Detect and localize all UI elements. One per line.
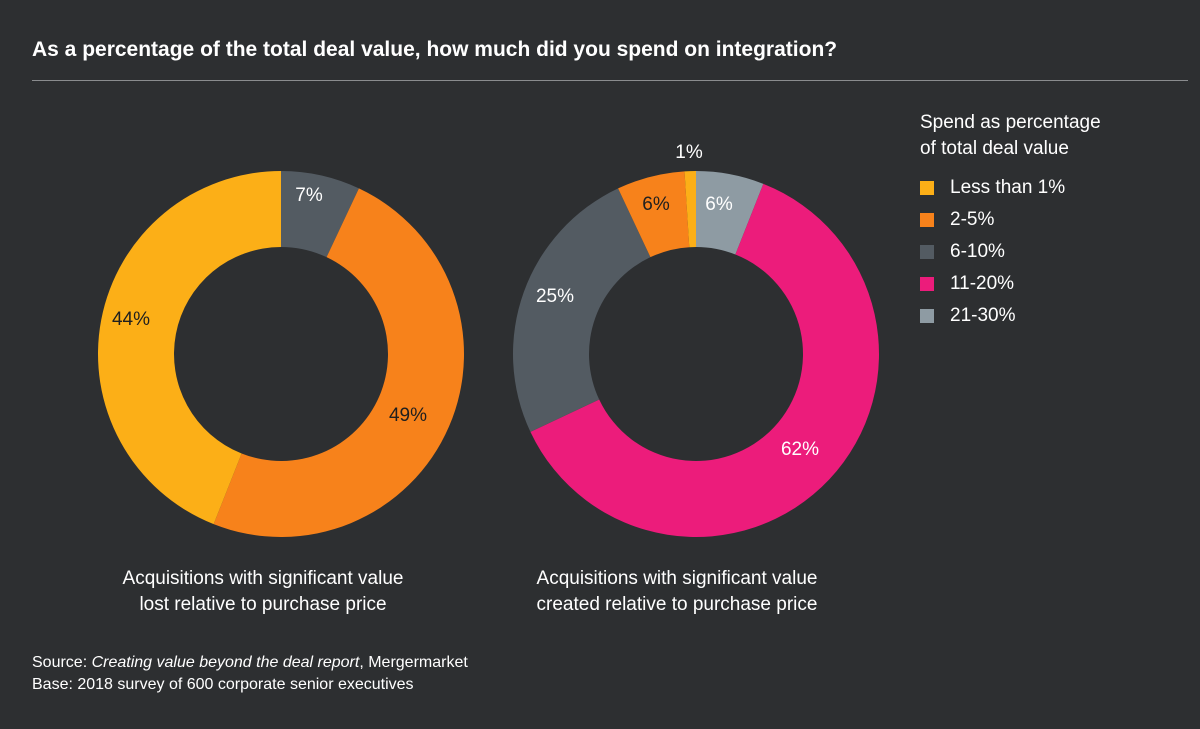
- chart-2-slice-6-10-: [512, 188, 651, 432]
- legend-item-2-5: 2-5%: [920, 204, 1101, 236]
- chart-title: As a percentage of the total deal value,…: [32, 38, 838, 61]
- chart-2-caption-line1: Acquisitions with significant value: [536, 568, 818, 589]
- chart-1-slice-2-5-: [213, 188, 464, 537]
- legend-item-6-10: 6-10%: [920, 236, 1101, 268]
- chart-1-caption: Acquisitions with significant value lost…: [73, 566, 453, 618]
- chart-1-data-label: 49%: [389, 405, 427, 426]
- source-note: Source: Creating value beyond the deal r…: [32, 652, 468, 674]
- chart-1-data-label: 7%: [295, 185, 323, 206]
- footer: Source: Creating value beyond the deal r…: [32, 652, 468, 696]
- legend-swatch: [920, 245, 934, 259]
- chart-2-caption-line2: created relative to purchase price: [536, 594, 818, 615]
- legend-label: 11-20%: [950, 273, 1015, 294]
- chart-1-caption-line2: lost relative to purchase price: [139, 594, 387, 615]
- source-title: Creating value beyond the deal report: [91, 654, 360, 671]
- legend-title-line2: of total deal value: [920, 138, 1069, 159]
- legend: Spend as percentage of total deal value …: [920, 110, 1101, 332]
- chart-1-data-label: 44%: [112, 309, 150, 330]
- legend-label: 6-10%: [950, 241, 1005, 262]
- chart-2-slice-21-30-: [696, 171, 764, 255]
- legend-title: Spend as percentage of total deal value: [920, 110, 1101, 162]
- legend-label: 2-5%: [950, 209, 995, 230]
- chart-1-caption-line1: Acquisitions with significant value: [122, 568, 404, 589]
- legend-title-line1: Spend as percentage: [920, 112, 1101, 133]
- source-suffix: , Mergermarket: [359, 654, 468, 671]
- chart-2-caption: Acquisitions with significant value crea…: [487, 566, 867, 618]
- chart-2-data-label: 1%: [675, 142, 703, 163]
- chart-2-slice-2-5-: [618, 171, 690, 258]
- title-divider: [32, 80, 1188, 81]
- legend-label: 21-30%: [950, 305, 1016, 326]
- legend-item-11-20: 11-20%: [920, 268, 1101, 300]
- chart-2-slice-less-than-1-: [684, 171, 696, 248]
- source-prefix: Source:: [32, 654, 92, 671]
- legend-swatch: [920, 213, 934, 227]
- base-note: Base: 2018 survey of 600 corporate senio…: [32, 676, 414, 693]
- chart-2-data-label: 62%: [781, 439, 819, 460]
- chart-2-slice-11-20-: [530, 183, 879, 537]
- legend-swatch: [920, 181, 934, 195]
- chart-1-slice-less-than-1-: [97, 171, 282, 525]
- legend-item-21-30: 21-30%: [920, 300, 1101, 332]
- chart-2-data-label: 6%: [705, 194, 733, 215]
- legend-swatch: [920, 277, 934, 291]
- legend-label: Less than 1%: [950, 177, 1066, 198]
- legend-swatch: [920, 309, 934, 323]
- legend-item-less-than-1: Less than 1%: [920, 172, 1101, 204]
- chart-1-slice-6-10-: [281, 171, 359, 258]
- chart-2-data-label: 6%: [642, 194, 670, 215]
- chart-2-data-label: 25%: [536, 286, 574, 307]
